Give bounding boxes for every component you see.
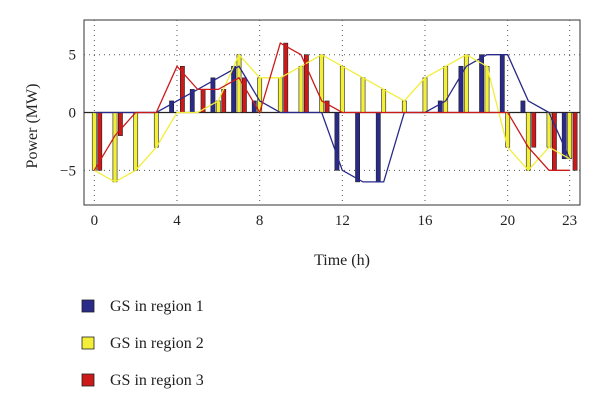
x-axis-title: Time (h) bbox=[314, 252, 370, 269]
bar bbox=[153, 112, 159, 148]
bar bbox=[572, 112, 578, 171]
bar bbox=[169, 100, 174, 113]
bar bbox=[355, 112, 360, 183]
x-tick-label: 20 bbox=[500, 213, 515, 229]
y-tick-label: 0 bbox=[69, 106, 77, 122]
bar bbox=[133, 112, 139, 171]
bar bbox=[236, 54, 242, 113]
bar bbox=[375, 112, 381, 183]
bar bbox=[422, 77, 428, 113]
x-tick-label: 8 bbox=[256, 213, 264, 229]
bar bbox=[91, 112, 97, 171]
bar bbox=[277, 77, 283, 113]
x-tick-label: 12 bbox=[335, 213, 350, 229]
legend-swatch bbox=[81, 373, 95, 387]
bar bbox=[210, 77, 216, 113]
bar bbox=[401, 100, 407, 113]
bar bbox=[499, 54, 505, 113]
legend-swatch bbox=[81, 299, 95, 313]
series-line bbox=[93, 53, 571, 183]
legend-label: GS in region 2 bbox=[110, 335, 204, 352]
bar bbox=[112, 112, 118, 183]
x-tick-label: 16 bbox=[418, 213, 434, 229]
bar bbox=[546, 112, 552, 148]
x-tick-label: 0 bbox=[91, 213, 99, 229]
legend: GS in region 1 GS in region 2 GS in region… bbox=[81, 298, 204, 389]
bar bbox=[231, 65, 236, 113]
bar bbox=[360, 77, 366, 113]
y-tick-label: 5 bbox=[69, 48, 77, 64]
bar bbox=[324, 100, 330, 113]
x-tick-label: 23 bbox=[562, 213, 577, 229]
y-axis-title: Power (MW) bbox=[24, 84, 41, 169]
legend-label: GS in region 1 bbox=[110, 298, 204, 315]
legend-label: GS in region 3 bbox=[110, 372, 204, 389]
plot-area: 0 4 8 12 16 20 23 −5 0 5 bbox=[60, 19, 581, 229]
bar bbox=[339, 65, 345, 113]
bar bbox=[531, 112, 537, 148]
bar bbox=[298, 65, 304, 113]
bar bbox=[334, 112, 340, 171]
bar bbox=[567, 112, 573, 160]
bar bbox=[525, 112, 531, 171]
bar bbox=[283, 42, 289, 113]
legend-swatch bbox=[81, 336, 95, 350]
bar bbox=[520, 100, 526, 113]
y-tick-label: −5 bbox=[60, 163, 76, 179]
bar bbox=[215, 100, 221, 113]
series-line bbox=[94, 54, 571, 183]
bar bbox=[463, 54, 469, 113]
x-tick-label: 4 bbox=[173, 213, 181, 229]
bar bbox=[443, 65, 449, 113]
series-line bbox=[93, 42, 570, 171]
bar bbox=[242, 77, 247, 113]
bar bbox=[561, 112, 567, 160]
bar bbox=[381, 89, 387, 113]
bar bbox=[319, 54, 325, 113]
